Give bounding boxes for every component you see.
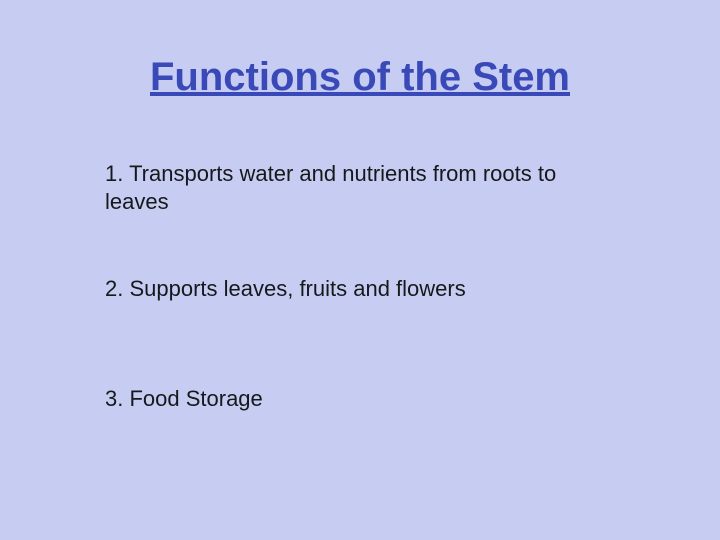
list-item: 3. Food Storage: [105, 385, 615, 413]
list-item: 1. Transports water and nutrients from r…: [105, 160, 615, 215]
slide: Functions of the Stem 1. Transports wate…: [0, 0, 720, 540]
slide-title: Functions of the Stem: [0, 55, 720, 100]
list-item: 2. Supports leaves, fruits and flowers: [105, 275, 615, 303]
